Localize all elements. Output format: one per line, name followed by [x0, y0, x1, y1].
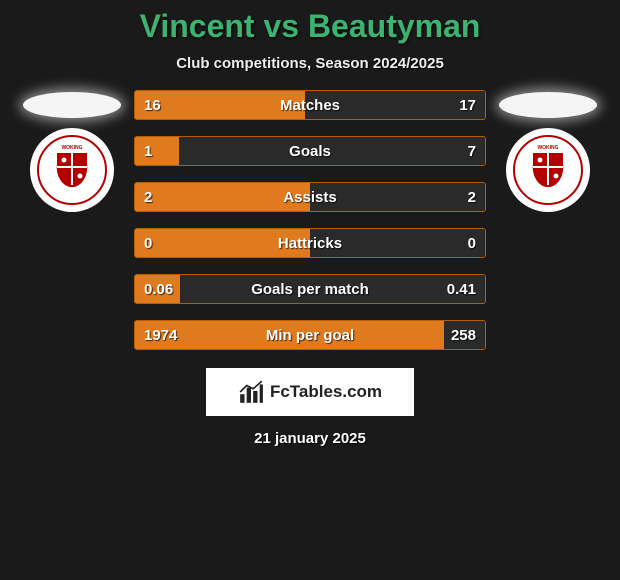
comparison-card: Vincent vs Beautyman Club competitions, … — [0, 0, 620, 580]
content-columns: WOKING 1617Matches17Goals22Assists00Hatt… — [0, 90, 620, 350]
stat-track — [134, 90, 486, 120]
stat-row: 17Goals — [134, 136, 486, 166]
stat-value-left: 1974 — [134, 320, 187, 350]
stat-value-left: 16 — [134, 90, 171, 120]
right-halo — [499, 92, 597, 118]
stat-value-right: 2 — [458, 182, 486, 212]
player-left-column: WOKING — [18, 90, 126, 212]
stat-value-left: 2 — [134, 182, 162, 212]
stat-value-right: 0.41 — [437, 274, 486, 304]
stat-track — [134, 136, 486, 166]
stat-track — [134, 228, 486, 258]
stat-track — [134, 274, 486, 304]
stat-value-left: 0 — [134, 228, 162, 258]
left-halo — [23, 92, 121, 118]
shield-icon: WOKING — [37, 135, 107, 205]
stat-fill-right — [179, 137, 485, 165]
stat-row: 0.060.41Goals per match — [134, 274, 486, 304]
stat-value-right: 0 — [458, 228, 486, 258]
stat-value-left: 1 — [134, 136, 162, 166]
stat-value-right: 258 — [441, 320, 486, 350]
stat-row: 22Assists — [134, 182, 486, 212]
stat-value-right: 17 — [449, 90, 486, 120]
shield-icon: WOKING — [513, 135, 583, 205]
stat-row: 1617Matches — [134, 90, 486, 120]
stat-value-left: 0.06 — [134, 274, 183, 304]
player-right-column: WOKING — [494, 90, 602, 212]
brand-text: FcTables.com — [270, 382, 382, 402]
page-subtitle: Club competitions, Season 2024/2025 — [0, 55, 620, 72]
brand-box: FcTables.com — [206, 368, 414, 416]
stat-value-right: 7 — [458, 136, 486, 166]
left-crest: WOKING — [30, 128, 114, 212]
stat-row: 00Hattricks — [134, 228, 486, 258]
stats-bars: 1617Matches17Goals22Assists00Hattricks0.… — [134, 90, 486, 350]
stat-row: 1974258Min per goal — [134, 320, 486, 350]
date-text: 21 january 2025 — [0, 430, 620, 447]
right-crest: WOKING — [506, 128, 590, 212]
svg-text:WOKING: WOKING — [61, 145, 82, 151]
page-title: Vincent vs Beautyman — [0, 8, 620, 45]
svg-text:WOKING: WOKING — [537, 145, 558, 151]
stat-track — [134, 182, 486, 212]
bar-chart-icon — [238, 379, 264, 405]
